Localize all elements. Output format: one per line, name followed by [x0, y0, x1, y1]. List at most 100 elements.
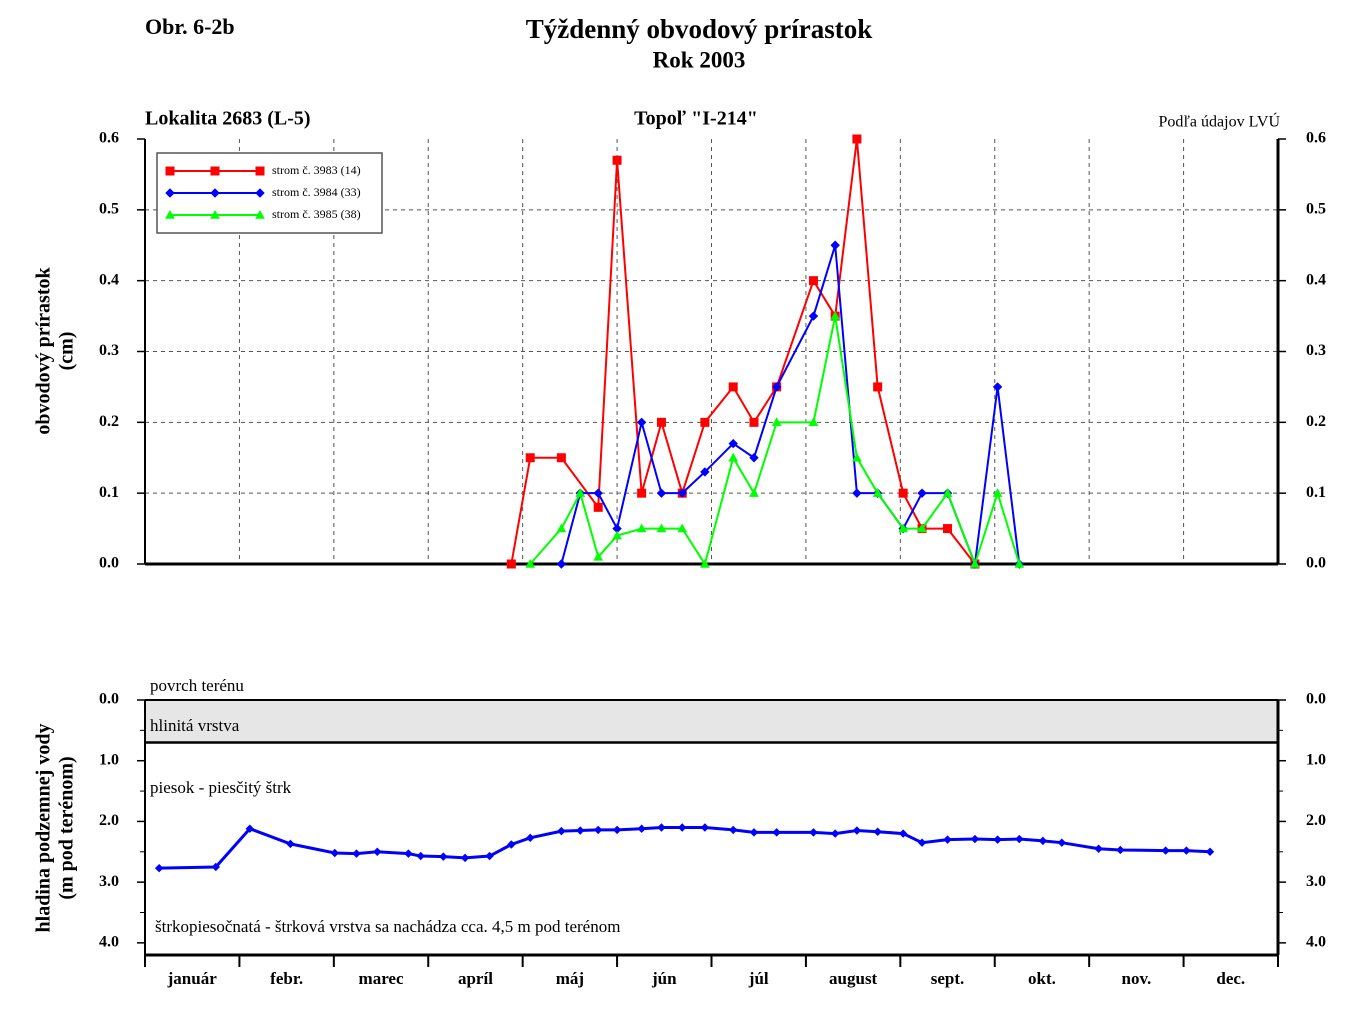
marker — [943, 835, 952, 844]
y-tick-label: 1.0 — [99, 751, 119, 768]
legend-label: strom č. 3984 (33) — [272, 185, 361, 199]
y-tick-label: 0.3 — [99, 342, 119, 359]
y-tick-label: 3.0 — [1306, 873, 1326, 890]
marker — [700, 823, 710, 832]
marker — [677, 523, 688, 533]
y-tick-label: 0.3 — [1306, 342, 1326, 359]
marker — [873, 827, 882, 836]
marker — [612, 530, 622, 540]
marker — [873, 382, 883, 392]
marker — [771, 417, 782, 427]
marker — [210, 209, 220, 219]
marker — [830, 240, 840, 250]
x-tick-label: máj — [556, 969, 584, 988]
x-tick-label: dec. — [1216, 969, 1245, 988]
y-tick-label: 0.0 — [1306, 555, 1326, 572]
y-tick-label: 0.1 — [99, 484, 119, 501]
marker — [1161, 846, 1170, 855]
annotation: hlinitá vrstva — [150, 716, 240, 735]
y-tick-label: 0.2 — [1306, 413, 1326, 430]
marker — [830, 829, 840, 838]
marker — [700, 558, 710, 568]
marker — [1205, 847, 1215, 856]
x-tick-label: sept. — [931, 969, 965, 988]
marker — [1057, 838, 1066, 847]
marker — [507, 840, 516, 849]
marker — [506, 559, 516, 569]
marker — [255, 166, 265, 176]
line — [510, 138, 976, 565]
marker — [373, 847, 382, 856]
y-axis-label: (cm) — [56, 332, 78, 371]
line — [159, 826, 1211, 870]
marker — [830, 311, 841, 320]
marker — [165, 209, 175, 219]
x-tick-label: febr. — [270, 969, 303, 988]
marker — [485, 851, 494, 861]
marker — [612, 825, 622, 835]
marker — [556, 453, 566, 463]
x-tick-label: jún — [651, 969, 677, 988]
marker — [576, 826, 585, 835]
line — [529, 315, 1021, 568]
marker — [656, 523, 667, 533]
y-tick-label: 4.0 — [99, 934, 119, 951]
annotation: povrch terénu — [150, 676, 244, 695]
y-tick-label: 4.0 — [1306, 934, 1326, 951]
x-tick-label: apríl — [458, 969, 493, 988]
chart-subtitle: Rok 2003 — [653, 47, 746, 72]
marker — [211, 862, 221, 872]
x-tick-label: marec — [359, 969, 404, 988]
y-tick-label: 2.0 — [1306, 812, 1326, 829]
marker — [808, 417, 819, 427]
marker — [210, 188, 220, 198]
y-tick-label: 0.0 — [99, 555, 119, 572]
marker — [593, 825, 603, 835]
marker — [852, 452, 862, 462]
marker — [637, 488, 647, 498]
marker — [593, 502, 603, 512]
marker — [439, 852, 448, 861]
marker — [1014, 558, 1025, 568]
y-tick-label: 0.0 — [99, 691, 119, 708]
x-tick-label: nov. — [1121, 969, 1151, 988]
y-tick-label: 0.4 — [99, 271, 119, 288]
y-tick-label: 2.0 — [99, 812, 119, 829]
y-tick-label: 3.0 — [99, 873, 119, 890]
marker — [525, 453, 535, 463]
legend-label: strom č. 3985 (38) — [272, 207, 361, 221]
y-tick-label: 0.5 — [1306, 201, 1326, 218]
marker — [656, 488, 667, 498]
marker — [993, 835, 1002, 844]
marker — [245, 824, 255, 833]
x-tick-label: január — [167, 969, 218, 988]
marker — [1094, 844, 1103, 853]
marker — [700, 417, 710, 427]
marker — [728, 452, 739, 462]
marker — [992, 382, 1003, 392]
marker — [165, 188, 175, 198]
marker — [898, 523, 909, 533]
y-tick-label: 0.6 — [1306, 130, 1326, 147]
chart-title: Týždenný obvodový prírastok — [526, 14, 873, 44]
marker — [210, 166, 220, 176]
marker — [593, 551, 604, 561]
marker — [1015, 834, 1024, 844]
marker — [992, 488, 1003, 497]
marker — [557, 826, 566, 836]
marker — [636, 417, 647, 428]
marker — [526, 833, 535, 843]
marker — [330, 848, 339, 858]
marker — [460, 853, 470, 863]
marker — [728, 438, 738, 449]
line — [560, 244, 1021, 565]
y-tick-label: 0.6 — [99, 130, 119, 147]
marker — [970, 558, 980, 568]
marker — [637, 824, 646, 833]
marker — [255, 209, 265, 219]
y-tick-label: 0.0 — [1306, 691, 1326, 708]
species: Topoľ "I-214" — [634, 108, 758, 130]
marker — [852, 826, 862, 835]
marker — [404, 849, 413, 858]
